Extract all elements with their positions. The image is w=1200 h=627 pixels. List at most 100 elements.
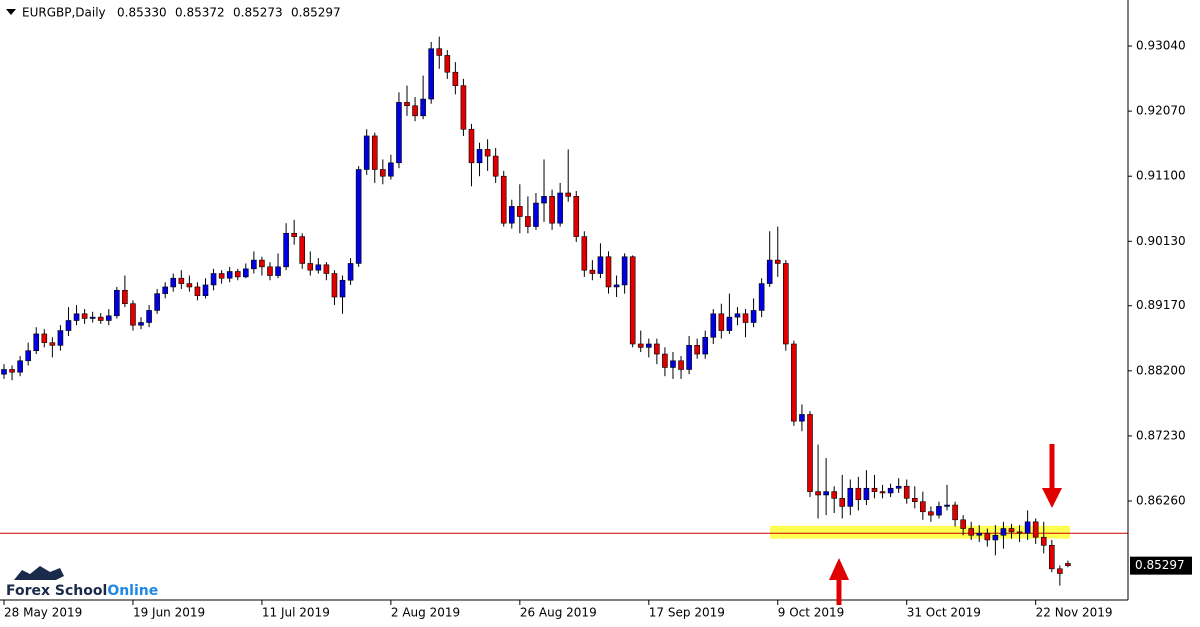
candle-body xyxy=(734,313,741,318)
candle-body xyxy=(621,256,628,286)
candle-body xyxy=(97,316,104,321)
candle-body xyxy=(791,343,797,422)
candle-body xyxy=(49,342,56,346)
candle-body xyxy=(218,273,225,279)
x-tick-label: 17 Sep 2019 xyxy=(649,606,725,620)
candle-body xyxy=(363,135,370,170)
candle-body xyxy=(637,343,644,348)
ohlc-label: 0.85297 xyxy=(291,6,341,20)
candle-body xyxy=(65,320,72,331)
candle-body xyxy=(766,259,773,284)
candle-body xyxy=(162,286,168,294)
candle-body xyxy=(1016,531,1023,534)
candle-body xyxy=(936,506,942,516)
candle-body xyxy=(831,491,837,499)
candle-body xyxy=(388,162,394,177)
candle-body xyxy=(992,534,999,541)
candle-body xyxy=(968,528,975,536)
candle-body xyxy=(138,322,144,326)
candle-body xyxy=(645,343,652,348)
ohlc-label: 0.85330 xyxy=(117,6,167,20)
x-tick-label: 31 Oct 2019 xyxy=(907,606,981,620)
y-tick-label: 0.93040 xyxy=(1136,39,1186,53)
candle-body xyxy=(291,232,297,237)
candle-body xyxy=(243,268,249,278)
candle-body xyxy=(573,196,580,237)
arrow-down xyxy=(1042,444,1062,508)
menu-triangle[interactable] xyxy=(6,9,16,15)
candle-body xyxy=(251,259,257,270)
candle-body xyxy=(533,202,539,227)
candle-body xyxy=(170,277,177,288)
candle-body xyxy=(339,279,346,298)
candle-body xyxy=(122,289,128,305)
candle-body xyxy=(210,273,217,286)
y-tick-label: 0.87230 xyxy=(1136,428,1186,442)
candle-body xyxy=(202,284,209,296)
candle-body xyxy=(105,315,112,321)
candle-body xyxy=(670,360,676,368)
candle-body xyxy=(807,414,813,492)
x-tick-label: 9 Oct 2019 xyxy=(778,606,845,620)
candle-body xyxy=(460,85,467,130)
candle-body xyxy=(718,313,725,331)
logo: Forex SchoolOnline xyxy=(6,566,158,599)
candle-body xyxy=(629,256,636,345)
candle-body xyxy=(847,487,854,507)
candle-body xyxy=(404,102,410,107)
candle-body xyxy=(710,313,717,338)
y-tick-label: 0.90130 xyxy=(1136,234,1186,248)
candle-body xyxy=(468,128,475,164)
candle-body xyxy=(428,48,434,100)
x-tick-label: 22 Nov 2019 xyxy=(1036,606,1113,620)
y-tick-label: 0.88200 xyxy=(1136,363,1186,377)
candle-body xyxy=(863,487,870,500)
candle-body xyxy=(839,498,846,507)
candle-body xyxy=(742,313,749,323)
candle-body xyxy=(355,169,362,264)
candle-body xyxy=(911,498,918,502)
y-tick-label: 0.86260 xyxy=(1136,494,1186,508)
candle-body xyxy=(525,216,531,227)
candle-body xyxy=(412,105,418,117)
candle-body xyxy=(57,330,64,346)
x-tick-label: 19 Jun 2019 xyxy=(133,606,205,620)
candle-body xyxy=(226,271,233,279)
candle-body xyxy=(331,273,338,298)
price-tag-label: 0.85297 xyxy=(1135,558,1185,572)
candle-body xyxy=(452,71,459,86)
x-tick-label: 28 May 2019 xyxy=(4,606,82,620)
candle-body xyxy=(758,283,765,311)
candle-body xyxy=(380,169,386,177)
candle-body xyxy=(444,55,451,73)
candle-body xyxy=(347,263,354,281)
x-tick-label: 2 Aug 2019 xyxy=(391,606,460,620)
x-tick-label: 26 Aug 2019 xyxy=(520,606,597,620)
candle-body xyxy=(186,283,193,288)
candle-body xyxy=(323,264,330,274)
candle-body xyxy=(960,519,966,529)
y-tick-label: 0.91100 xyxy=(1136,169,1186,183)
candle-body xyxy=(871,487,878,492)
candle-body xyxy=(81,313,88,319)
candle-body xyxy=(549,196,555,224)
candle-body xyxy=(920,501,926,513)
candle-body xyxy=(952,504,958,521)
ohlc-label: 0.85372 xyxy=(175,6,225,20)
candle-body xyxy=(234,271,241,278)
candle-body xyxy=(589,269,596,274)
candle-body xyxy=(694,345,700,355)
candle-body xyxy=(436,48,443,56)
candle-body xyxy=(146,310,152,323)
candle-body xyxy=(944,504,950,507)
candle-body xyxy=(41,333,48,343)
candle-body xyxy=(855,487,862,500)
candle-body xyxy=(774,259,781,264)
candle-body xyxy=(702,336,709,355)
candle-body xyxy=(750,310,757,323)
candle-body xyxy=(114,289,120,317)
candle-body xyxy=(484,149,491,157)
candle-body xyxy=(823,491,829,496)
ohlc-label: 0.85273 xyxy=(233,6,283,20)
